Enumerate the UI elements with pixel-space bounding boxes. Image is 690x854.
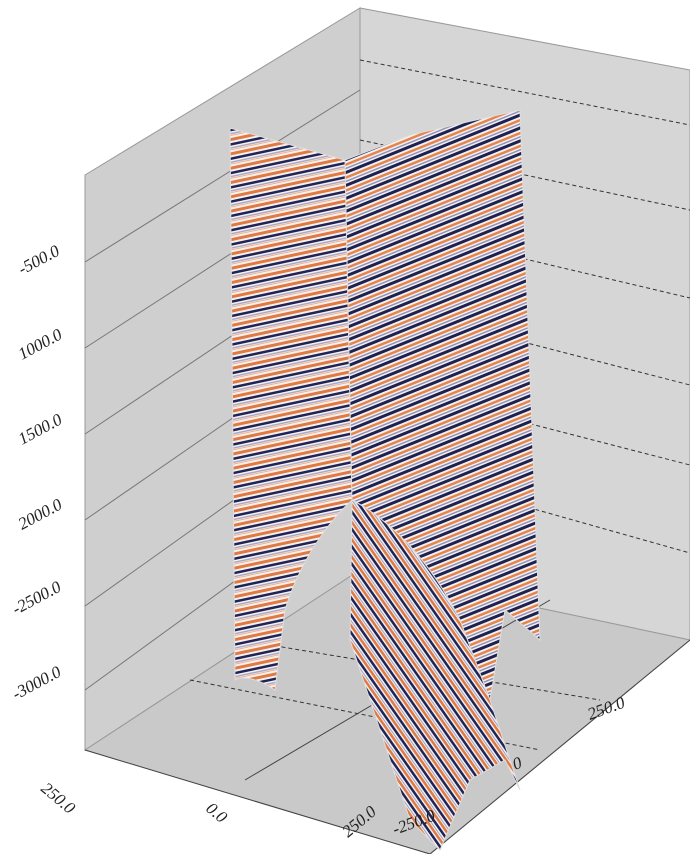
depth-label: -500.0: [15, 241, 63, 279]
depth-label: 2000.0: [15, 495, 66, 534]
depth-label: 1500.0: [15, 410, 66, 449]
depth-label: -2500.0: [9, 577, 65, 619]
front-label: 250.0: [37, 779, 79, 818]
seismic-surface: [229, 109, 541, 851]
depth-label: 1000.0: [15, 325, 66, 364]
depth-label: -3000.0: [9, 662, 65, 704]
front-label: 0.0: [202, 799, 231, 828]
